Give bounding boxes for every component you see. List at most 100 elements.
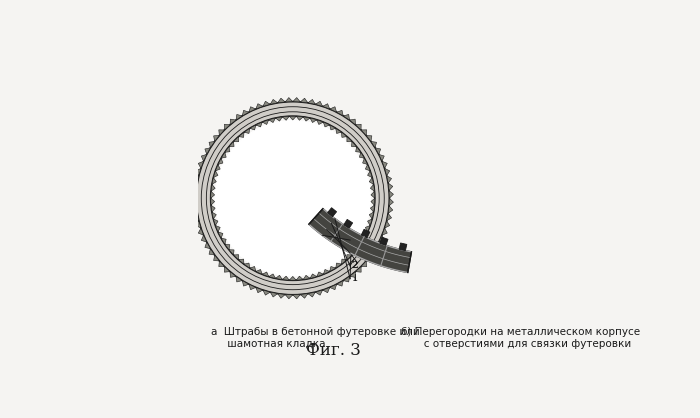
Polygon shape (194, 176, 199, 183)
Polygon shape (315, 290, 323, 295)
Polygon shape (349, 272, 356, 277)
Polygon shape (225, 147, 230, 152)
Polygon shape (234, 137, 239, 142)
Polygon shape (343, 276, 349, 282)
Polygon shape (289, 116, 296, 120)
Polygon shape (379, 154, 384, 161)
Polygon shape (328, 208, 337, 217)
Polygon shape (229, 141, 234, 147)
Polygon shape (229, 250, 234, 255)
Polygon shape (249, 107, 256, 112)
Polygon shape (388, 206, 393, 213)
Polygon shape (269, 118, 276, 122)
Polygon shape (209, 249, 215, 255)
Polygon shape (375, 242, 381, 249)
Polygon shape (363, 158, 368, 164)
Polygon shape (371, 249, 377, 255)
Polygon shape (205, 242, 211, 249)
Text: 2: 2 (351, 261, 358, 270)
Polygon shape (336, 263, 342, 268)
Polygon shape (375, 148, 381, 154)
Polygon shape (300, 293, 308, 298)
Polygon shape (361, 261, 367, 267)
Polygon shape (347, 137, 352, 142)
Polygon shape (202, 235, 206, 242)
Polygon shape (370, 184, 374, 191)
Polygon shape (361, 229, 370, 238)
Polygon shape (242, 110, 249, 116)
Polygon shape (361, 130, 367, 135)
Polygon shape (256, 122, 262, 127)
Polygon shape (382, 228, 387, 235)
Polygon shape (296, 276, 303, 280)
Polygon shape (359, 152, 365, 158)
Polygon shape (256, 104, 263, 109)
Polygon shape (269, 274, 276, 278)
Polygon shape (276, 117, 282, 121)
Polygon shape (289, 276, 296, 280)
Polygon shape (214, 255, 219, 261)
Polygon shape (198, 161, 204, 168)
Polygon shape (366, 135, 372, 141)
Polygon shape (384, 168, 390, 176)
Text: Фиг. 3: Фиг. 3 (306, 342, 360, 359)
Polygon shape (317, 120, 323, 125)
Polygon shape (194, 213, 199, 221)
Polygon shape (230, 272, 236, 277)
Polygon shape (356, 147, 360, 152)
Polygon shape (263, 290, 270, 295)
Polygon shape (342, 132, 347, 138)
Polygon shape (363, 232, 368, 238)
Polygon shape (366, 255, 372, 261)
Polygon shape (317, 272, 323, 277)
Polygon shape (309, 209, 412, 273)
Polygon shape (221, 238, 226, 244)
Polygon shape (214, 135, 219, 141)
Polygon shape (369, 212, 374, 219)
Polygon shape (342, 259, 347, 264)
Polygon shape (202, 154, 206, 161)
Circle shape (215, 121, 370, 276)
Polygon shape (216, 164, 220, 171)
Polygon shape (371, 141, 377, 148)
Polygon shape (262, 120, 269, 125)
Polygon shape (236, 276, 242, 282)
Polygon shape (256, 288, 263, 293)
Polygon shape (344, 219, 353, 228)
Polygon shape (218, 232, 223, 238)
Polygon shape (212, 212, 216, 219)
Polygon shape (211, 198, 215, 205)
Text: 1: 1 (351, 274, 358, 283)
Polygon shape (293, 97, 300, 102)
Polygon shape (382, 161, 387, 168)
Polygon shape (303, 117, 310, 121)
Polygon shape (211, 191, 215, 198)
Polygon shape (330, 284, 337, 290)
Polygon shape (256, 270, 262, 274)
Polygon shape (337, 110, 343, 116)
Polygon shape (192, 198, 197, 206)
Polygon shape (249, 284, 256, 290)
Polygon shape (368, 171, 372, 178)
Polygon shape (244, 263, 250, 268)
Polygon shape (293, 294, 300, 299)
Polygon shape (343, 115, 349, 120)
Polygon shape (230, 119, 236, 125)
Polygon shape (209, 141, 215, 148)
Text: 3: 3 (351, 248, 358, 257)
Polygon shape (270, 292, 278, 297)
Polygon shape (323, 122, 330, 127)
Polygon shape (315, 101, 323, 107)
Polygon shape (250, 125, 255, 130)
Polygon shape (219, 130, 225, 135)
Polygon shape (370, 205, 374, 212)
Polygon shape (389, 198, 393, 206)
Polygon shape (205, 148, 211, 154)
Polygon shape (236, 115, 242, 120)
Polygon shape (384, 221, 390, 228)
Polygon shape (303, 275, 310, 280)
Polygon shape (388, 183, 393, 191)
Polygon shape (389, 191, 393, 198)
Polygon shape (218, 158, 223, 164)
Polygon shape (296, 116, 303, 120)
